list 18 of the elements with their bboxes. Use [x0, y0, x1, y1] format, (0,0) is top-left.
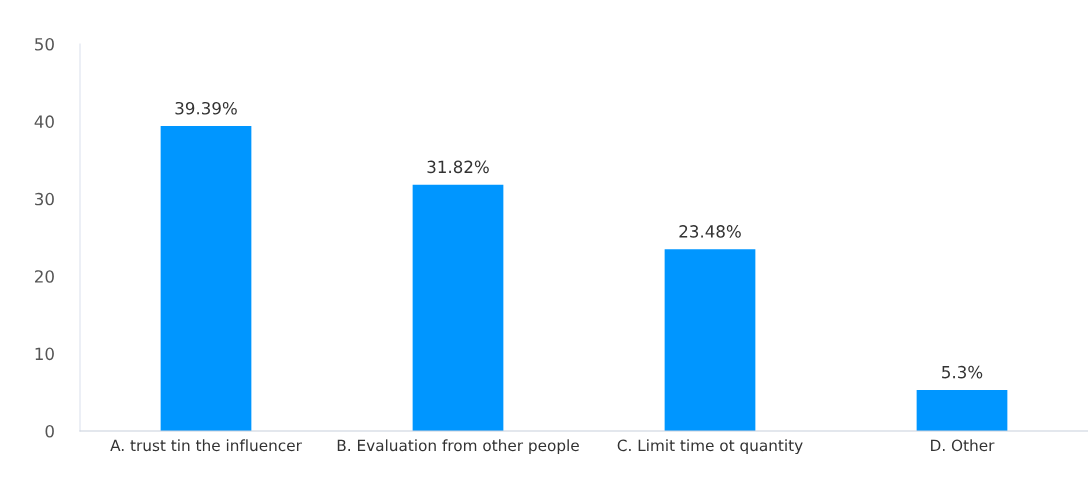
y-tick-label: 0 — [45, 424, 54, 438]
data-label: 39.39% — [175, 101, 237, 115]
bar — [916, 389, 1008, 431]
x-tick-label: D. Other — [931, 439, 995, 452]
x-tick-label: A. trust tin the influencer — [110, 439, 302, 452]
y-tick-label: 10 — [35, 347, 54, 361]
bar — [664, 249, 756, 431]
x-tick-label: B. Evaluation from other people — [337, 439, 579, 455]
y-tick-label: 50 — [35, 37, 54, 51]
y-tick-label: 20 — [35, 270, 54, 283]
bar — [160, 126, 252, 431]
data-label: 23.48% — [679, 225, 741, 238]
bar — [412, 184, 504, 431]
data-label: 31.82% — [427, 160, 489, 174]
y-tick-label: 30 — [35, 192, 54, 206]
y-tick-label: 40 — [34, 115, 54, 128]
data-label: 5.3% — [942, 365, 983, 379]
x-tick-label: C. Limit time ot quantity — [617, 439, 803, 455]
